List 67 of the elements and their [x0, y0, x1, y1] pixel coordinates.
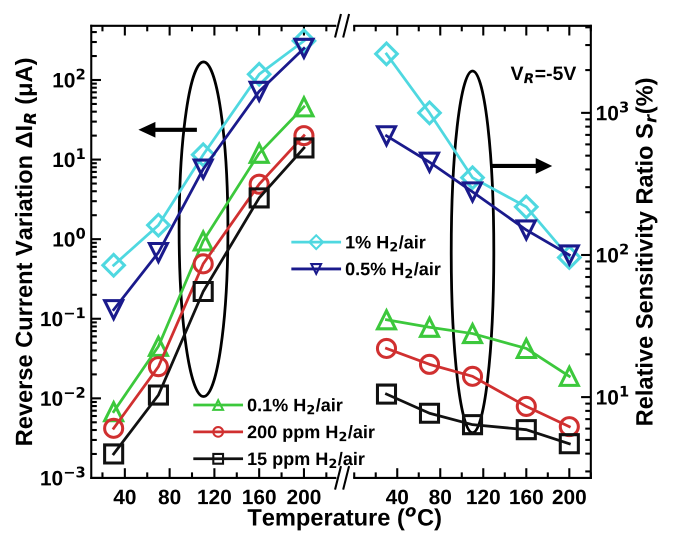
point [148, 356, 169, 378]
point [376, 309, 398, 330]
point [462, 414, 484, 436]
x-tick-label: 120 [467, 490, 500, 504]
x-tick-label: 80 [429, 490, 451, 504]
x-tick-label: 40 [386, 490, 408, 504]
x-tick-label: 40 [114, 490, 136, 504]
point [462, 366, 484, 387]
y-tick-label: 10$^{0}$ [54, 228, 86, 247]
point [101, 252, 126, 278]
point [516, 338, 537, 360]
y-tick-label: 10$^{−1}$ [41, 308, 85, 326]
point [103, 418, 124, 439]
x-tick-label: 80 [158, 490, 180, 504]
y2-tick-label: 10$^{1}$ [596, 386, 628, 405]
point [418, 402, 440, 424]
point [148, 384, 169, 406]
point [417, 100, 442, 126]
point [558, 366, 580, 387]
point [248, 187, 270, 208]
y-tick-label: 10$^{−3}$ [41, 466, 85, 486]
point [148, 336, 169, 357]
y2-tick-label: 10$^{3}$ [596, 101, 628, 120]
legend-label: 1% H$_{2}$/air [346, 235, 426, 252]
legend-label: 0.1% H$_{2}$/air [248, 398, 343, 414]
x-tick-label: 200 [287, 490, 320, 504]
point [248, 142, 270, 164]
point [516, 396, 537, 417]
point [376, 338, 398, 360]
point [514, 194, 539, 220]
point [248, 80, 270, 102]
x-tick-label: 160 [243, 490, 276, 504]
point [192, 253, 214, 274]
point [374, 42, 399, 66]
x-axis-title: Temperature ($^{o}$C) [248, 507, 441, 530]
legend-label: 200 ppm H$_{2}$/air [248, 425, 375, 442]
point [418, 152, 440, 173]
point [192, 280, 214, 302]
point [516, 219, 537, 241]
y-tick-label: 10$^{2}$ [54, 68, 84, 88]
point [558, 433, 580, 454]
y-tick-label: 10$^{1}$ [54, 148, 85, 168]
y2-tick-label: 10$^{2}$ [596, 244, 628, 263]
point [462, 323, 484, 344]
point [103, 443, 124, 465]
legend-label: 15 ppm H$_{2}$/air [248, 452, 365, 469]
point [418, 354, 440, 375]
point [192, 158, 214, 180]
point [103, 299, 124, 320]
annotation: V$_{R}$=-5V [510, 66, 576, 84]
point [376, 125, 398, 146]
point [293, 96, 315, 118]
x-tick-label: 120 [198, 490, 231, 504]
y-axis-title: Reverse Current Variation ΔI$_{R}$ (μA) [14, 58, 37, 445]
point [192, 230, 214, 252]
point [516, 419, 537, 440]
y2-axis-title: Relative Sensitivity Ratio S$_{r}$(%) [635, 78, 658, 425]
y-tick-label: 10$^{−2}$ [41, 386, 84, 406]
point [418, 316, 440, 338]
point [293, 137, 315, 159]
point [376, 384, 398, 405]
point [146, 212, 171, 238]
point [148, 242, 169, 264]
legend-label: 0.5% H$_{2}$/air [346, 262, 441, 278]
x-tick-label: 200 [552, 490, 586, 504]
point [462, 181, 484, 202]
x-tick-label: 160 [510, 490, 543, 504]
